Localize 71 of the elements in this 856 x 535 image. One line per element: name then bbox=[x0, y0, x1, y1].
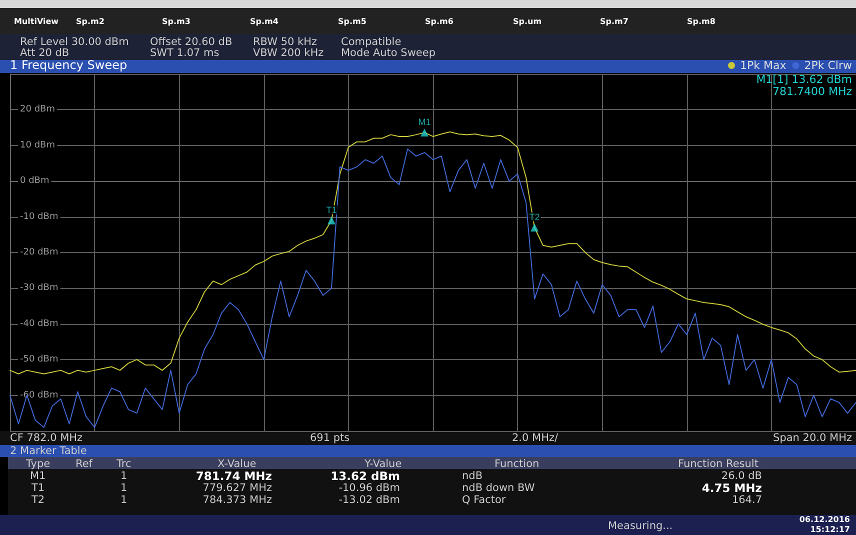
text: 779.627 MHz bbox=[202, 482, 272, 494]
text: SWT 1.07 ms bbox=[150, 47, 220, 59]
y-tick-label: -20 dBm bbox=[20, 248, 58, 258]
text: Span 20.0 MHz bbox=[773, 432, 852, 444]
text: 06.12.2016 bbox=[799, 514, 850, 526]
text: X-Value bbox=[218, 458, 256, 470]
text: 4.75 MHz bbox=[702, 481, 762, 495]
data-label: T1 bbox=[326, 204, 337, 215]
text: -10.96 dBm bbox=[338, 482, 400, 494]
data-label: T2 bbox=[529, 212, 540, 222]
point bbox=[420, 128, 429, 137]
y-tick-label: -60 dBm bbox=[20, 390, 58, 400]
text: Mode Auto Sweep bbox=[341, 47, 436, 59]
y-tick-label: 20 dBm bbox=[20, 104, 55, 115]
text: VBW 200 kHz bbox=[253, 47, 324, 59]
text: Sp.m2 bbox=[76, 16, 104, 28]
text: RBW 50 kHz bbox=[253, 36, 318, 48]
text: 784.373 MHz bbox=[202, 494, 272, 506]
text: Type bbox=[26, 458, 50, 470]
point bbox=[530, 224, 539, 232]
legend-label: 1Pk Max bbox=[740, 59, 787, 72]
data-label: M1 bbox=[418, 117, 431, 128]
text: Y-Value bbox=[364, 458, 402, 470]
text: 2 Marker Table bbox=[10, 445, 87, 457]
text: Att 20 dB bbox=[20, 47, 70, 59]
text: 2.0 MHz/ bbox=[512, 432, 558, 444]
text: CF 782.0 MHz bbox=[10, 432, 83, 444]
text: ndB bbox=[462, 470, 483, 482]
point bbox=[327, 216, 336, 224]
text: MultiView bbox=[14, 16, 59, 28]
text: Sp.m8 bbox=[687, 16, 716, 28]
text: Compatible bbox=[341, 36, 402, 48]
text: Q Factor bbox=[462, 494, 506, 506]
text: Sp.m3 bbox=[162, 16, 190, 28]
annotation: M1[1] 13.62 dBm bbox=[756, 73, 852, 86]
text: Measuring... bbox=[608, 520, 673, 532]
text: 15:12:17 bbox=[810, 524, 850, 535]
text: Sp.m4 bbox=[250, 16, 278, 28]
y-tick-label: -10 dBm bbox=[20, 212, 58, 222]
text: Ref bbox=[76, 458, 92, 470]
text: 1 bbox=[120, 494, 128, 506]
text: 26.0 dB bbox=[721, 470, 762, 482]
chart-title: 1 Frequency Sweep bbox=[10, 58, 128, 72]
text: Trc bbox=[116, 458, 132, 470]
text: Sp.m5 bbox=[338, 16, 366, 28]
text: 781.74 MHz bbox=[196, 469, 272, 483]
line-series bbox=[10, 148, 856, 428]
y-tick-label: 0 dBm bbox=[20, 176, 50, 186]
text: Sp.m6 bbox=[425, 16, 454, 28]
text: T2 bbox=[32, 494, 45, 506]
text: 691 pts bbox=[310, 432, 350, 444]
text: M1 bbox=[30, 470, 46, 482]
annotation: 781.7400 MHz bbox=[772, 85, 852, 98]
text: Sp.m7 bbox=[600, 16, 628, 28]
text: 1 bbox=[120, 470, 128, 482]
text: Function bbox=[494, 458, 540, 470]
text: 164.7 bbox=[732, 494, 762, 506]
legend-label: 2Pk Clrw bbox=[804, 59, 852, 72]
y-tick-label: -50 dBm bbox=[20, 354, 58, 365]
text: -13.02 dBm bbox=[338, 494, 400, 506]
text: Sp.um bbox=[513, 16, 542, 28]
text: T1 bbox=[32, 482, 45, 494]
text: 13.62 dBm bbox=[330, 469, 400, 483]
y-tick-label: 10 dBm bbox=[20, 140, 55, 150]
text: 1 bbox=[120, 482, 128, 494]
y-tick-label: -30 dBm bbox=[20, 283, 58, 294]
y-tick-label: -40 dBm bbox=[20, 318, 58, 329]
text: Offset 20.60 dB bbox=[150, 36, 232, 48]
text: Ref Level 30.00 dBm bbox=[20, 36, 129, 48]
text: ndB down BW bbox=[462, 482, 535, 494]
text: Function Result bbox=[678, 458, 758, 470]
